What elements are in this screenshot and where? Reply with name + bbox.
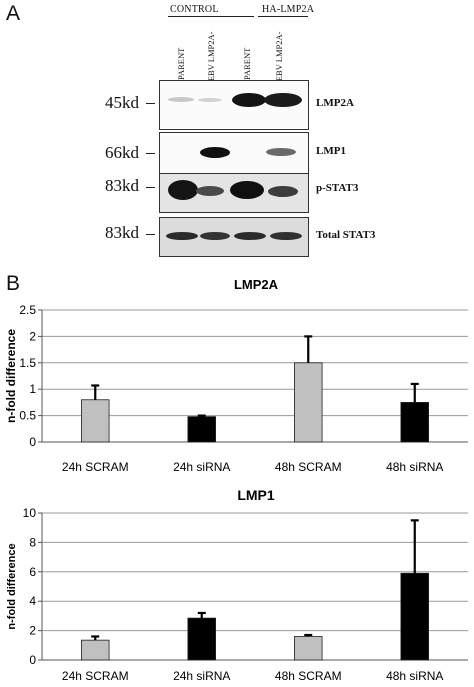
- chart-title: LMP1: [237, 487, 275, 503]
- band: [198, 98, 222, 102]
- x-category-label: 48h SCRAM: [275, 460, 342, 474]
- mw-tick: [146, 153, 155, 154]
- y-tick-label: 6: [29, 565, 36, 579]
- y-tick-label: 2: [29, 329, 36, 343]
- bar: [400, 572, 429, 661]
- x-category-label: 48h siRNA: [386, 669, 443, 683]
- x-category-label: 24h SCRAM: [62, 669, 129, 683]
- panel-a-letter: A: [6, 2, 21, 25]
- bar: [400, 402, 429, 443]
- bar: [294, 636, 323, 661]
- y-tick-label: 8: [29, 535, 36, 549]
- band: [270, 232, 302, 240]
- band: [234, 232, 266, 240]
- group-ha-lmp2a-underline: [258, 16, 308, 17]
- band: [268, 186, 298, 197]
- blot-name-lmp2a: LMP2A: [316, 97, 354, 109]
- y-tick-label: 0.5: [19, 409, 36, 423]
- blot-lmp1: [159, 132, 309, 174]
- y-tick-label: 2.5: [19, 303, 36, 317]
- band: [266, 148, 296, 156]
- x-category-label: 48h SCRAM: [275, 669, 342, 683]
- band: [168, 97, 194, 102]
- mw-marker-66kd: 66kd: [105, 143, 139, 162]
- mw-marker-83kd-2: 83kd: [105, 223, 139, 242]
- x-category-label: 24h SCRAM: [62, 460, 129, 474]
- lane-label-4: rEBV LMP2A-: [274, 31, 284, 85]
- chart-lmp1: LMP1 n-fold difference 0 2 4 6 8 10 24h SCRAM 24h…: [6, 487, 468, 683]
- blot-p-stat3: [159, 173, 309, 213]
- mw-marker-83kd: 83kd: [105, 176, 139, 195]
- band: [166, 232, 198, 240]
- lane-label-3: PARENT: [242, 47, 252, 80]
- y-axis-label: n-fold difference: [4, 329, 18, 423]
- band: [196, 186, 224, 196]
- panel-b-letter: B: [6, 272, 21, 295]
- x-category-label: 24h siRNA: [173, 460, 230, 474]
- group-ha-lmp2a-label: HA-LMP2A: [262, 4, 315, 15]
- y-tick-label: 4: [29, 594, 36, 608]
- band: [264, 93, 302, 107]
- y-tick-label: 1: [29, 382, 36, 396]
- bar: [187, 416, 216, 443]
- bar: [81, 399, 110, 443]
- band: [230, 181, 264, 199]
- band: [200, 147, 230, 158]
- lane-label-1: PARENT: [176, 47, 186, 80]
- y-tick-label: 2: [29, 624, 36, 638]
- blot-total-stat3: [159, 217, 309, 257]
- x-category-label: 24h siRNA: [173, 669, 230, 683]
- blot-name-total-stat3: Total STAT3: [316, 229, 376, 241]
- band: [232, 93, 266, 107]
- chart-lmp2a: LMP2A n-fold difference 0 0.5 1 1.5 2 2.5 24h SC…: [4, 277, 468, 474]
- bar: [294, 362, 323, 443]
- y-axis-label: n-fold difference: [6, 543, 18, 629]
- mw-tick: [146, 187, 155, 188]
- bar: [81, 639, 110, 661]
- y-tick-label: 0: [29, 435, 36, 449]
- blot-name-p-stat3: p-STAT3: [316, 182, 359, 194]
- y-tick-label: 10: [23, 506, 37, 520]
- bar: [187, 617, 216, 661]
- group-control-underline: [168, 16, 254, 17]
- band: [168, 180, 198, 200]
- y-tick-label: 0: [29, 653, 36, 667]
- mw-tick: [146, 103, 155, 104]
- blot-name-lmp1: LMP1: [316, 145, 346, 157]
- mw-marker-45kd: 45kd: [105, 93, 139, 112]
- lane-label-2: rEBV LMP2A-: [206, 31, 216, 85]
- x-category-label: 48h siRNA: [386, 460, 443, 474]
- group-control-label: CONTROL: [170, 4, 219, 15]
- blot-lmp2a: [159, 80, 309, 130]
- y-tick-label: 1.5: [19, 356, 36, 370]
- mw-tick: [146, 234, 155, 235]
- chart-title: LMP2A: [234, 277, 279, 292]
- band: [200, 232, 230, 240]
